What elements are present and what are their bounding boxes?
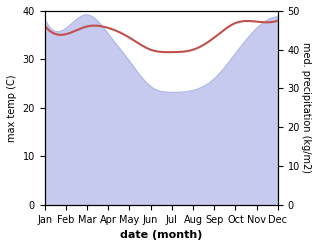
Y-axis label: med. precipitation (kg/m2): med. precipitation (kg/m2) [301,42,311,173]
Y-axis label: max temp (C): max temp (C) [7,74,17,142]
X-axis label: date (month): date (month) [120,230,203,240]
